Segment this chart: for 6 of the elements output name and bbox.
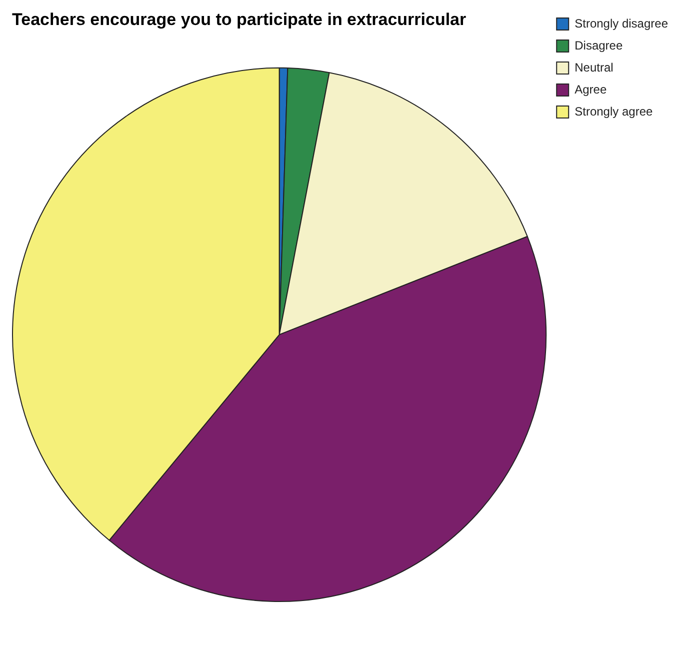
legend-label: Agree — [574, 82, 607, 96]
legend-label: Disagree — [574, 38, 623, 52]
legend-label: Neutral — [574, 60, 614, 74]
legend-label: Strongly disagree — [574, 16, 668, 30]
chart-title: Teachers encourage you to participate in extracurricular — [12, 10, 467, 29]
legend-label: Strongly agree — [574, 104, 653, 118]
